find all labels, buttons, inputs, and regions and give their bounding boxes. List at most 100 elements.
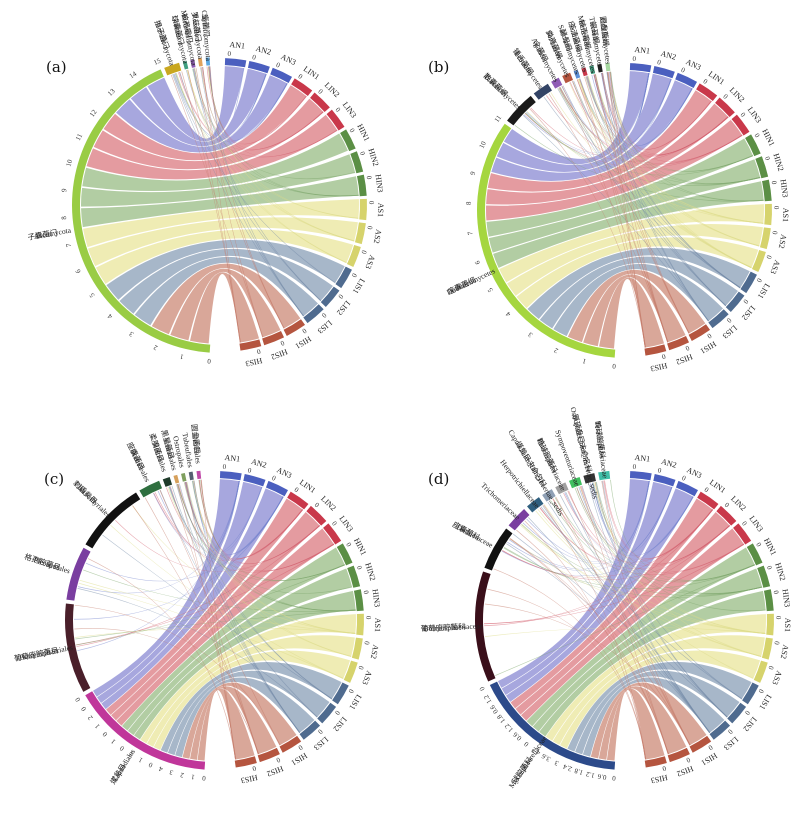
sample-arc: [356, 174, 367, 197]
sample-label: LIS1: [758, 693, 774, 711]
sample-tick: 0: [359, 249, 368, 255]
sample-label: HIS1: [700, 751, 719, 767]
sample-label: LIN3: [746, 105, 764, 124]
ribbon: [103, 85, 307, 161]
taxon-tick: 0: [118, 744, 126, 753]
taxon-tick: 10: [65, 158, 75, 167]
thin-ribbon: [77, 481, 240, 652]
taxon-arc: [475, 571, 496, 682]
taxon-cn-label: 散囊菌纲: [482, 71, 511, 99]
sample-label: LIS1: [756, 282, 772, 300]
taxon-tick: 0.6: [488, 703, 500, 715]
sample-label: LIN2: [728, 86, 747, 105]
sample-tick: 0: [297, 72, 305, 81]
taxon-cn-label: 座囊菌纲: [446, 274, 477, 296]
sample-tick: 0: [365, 225, 374, 230]
sample-label: AS2: [777, 234, 789, 250]
taxon-tick: 1: [137, 755, 144, 764]
sample-arc: [354, 222, 366, 245]
taxon-cn-label: 银耳纲: [588, 21, 602, 45]
sample-arc: [709, 720, 731, 740]
sample-arc: [262, 331, 285, 346]
sample-arc: [247, 60, 270, 74]
taxon-cn-label: 畸球腔菌科: [593, 420, 608, 459]
sample-label: AN2: [660, 457, 677, 470]
sample-label: AN2: [255, 44, 272, 57]
taxon-arc: [477, 123, 616, 358]
sample-tick: 0: [365, 175, 374, 180]
ribbon: [175, 677, 315, 758]
taxon-arc: [66, 547, 91, 601]
sample-arc: [644, 344, 667, 356]
taxon-tick: 0: [207, 357, 212, 365]
sample-arc: [763, 589, 774, 612]
sample-arc: [303, 304, 324, 324]
sample-label: AS1: [376, 203, 385, 218]
thin-ribbon: [579, 486, 669, 755]
sample-tick: 0: [726, 727, 734, 736]
sample-tick: 0: [766, 665, 775, 671]
sample-arc: [725, 291, 745, 313]
sample-label: LIS2: [740, 304, 757, 322]
sample-tick: 0: [313, 501, 321, 510]
sample-tick: 0: [346, 688, 355, 695]
ribbon: [526, 547, 755, 727]
ribbon: [545, 614, 766, 741]
taxon-tick: 5: [88, 291, 97, 299]
taxon-cn-label: 罗兹菌门: [190, 11, 204, 42]
thin-ribbon: [559, 87, 743, 164]
ribbons: [74, 479, 356, 761]
sample-arc: [764, 203, 772, 226]
taxon-tick: 6: [74, 268, 83, 275]
ribbon: [507, 223, 763, 296]
ribbon: [130, 68, 267, 147]
sample-arc: [757, 565, 771, 588]
sample-tick: 0: [702, 77, 710, 86]
sample-tick: 0: [739, 111, 748, 119]
taxon-arc: [542, 489, 556, 502]
taxon-label: Trichomeriaceae: [479, 481, 522, 522]
ribbon: [599, 277, 665, 349]
sample-tick: 0: [274, 755, 281, 764]
ribbon: [147, 66, 244, 142]
sample-label: HIN3: [780, 588, 791, 607]
sample-tick: 0: [661, 352, 667, 361]
sample-tick: 0: [356, 665, 365, 671]
taxon-arc: [527, 497, 544, 513]
ribbon: [93, 479, 240, 697]
sample-label: AS3: [768, 259, 781, 276]
taxon-arc: [196, 470, 202, 480]
sample-label: LIN3: [337, 514, 355, 533]
sample-arc: [708, 309, 729, 329]
sample-arc: [359, 198, 367, 221]
sample-tick: 0: [251, 53, 257, 62]
panel-letter: (d): [428, 470, 449, 488]
ribbon: [182, 682, 297, 759]
sample-tick: 0: [344, 541, 353, 548]
sample-arc: [336, 543, 353, 566]
taxon-tick: 1.2: [482, 693, 494, 705]
sample-arc: [320, 286, 340, 308]
sample-tick: 0: [316, 727, 324, 736]
sample-label: HIS3: [240, 773, 258, 785]
taxon-tick: 0: [522, 739, 530, 748]
sample-label: LIN2: [729, 494, 748, 513]
sample-arc: [299, 720, 321, 740]
ribbon: [116, 528, 334, 726]
sample-label: HIN1: [762, 537, 778, 557]
sample-label: LIS2: [335, 299, 352, 317]
sample-arc: [243, 473, 266, 487]
panel-letter: (a): [46, 58, 67, 76]
taxon-tick: 4: [106, 312, 114, 321]
sample-tick: 0: [364, 616, 372, 620]
taxon-arc: [188, 471, 194, 481]
taxon-arc: [581, 67, 588, 77]
sample-label: HIS3: [650, 773, 668, 785]
taxon-tick: 0: [612, 362, 617, 370]
taxon-tick: 0.6: [597, 772, 607, 781]
sample-arc: [753, 660, 768, 683]
sample-label: HIN1: [352, 537, 368, 557]
thin-ribbon: [579, 78, 754, 172]
ribbon: [486, 103, 729, 205]
taxon-tick: 10: [478, 140, 488, 150]
